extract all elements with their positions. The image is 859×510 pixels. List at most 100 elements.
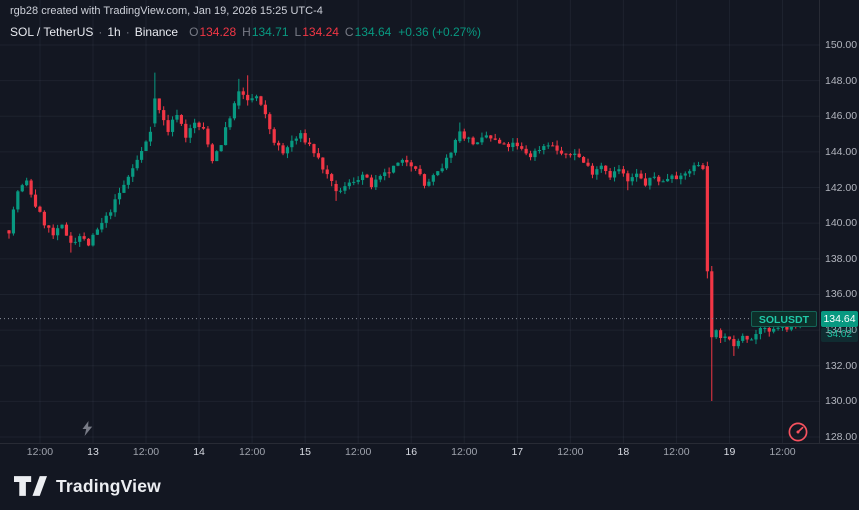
candle-body bbox=[551, 145, 555, 147]
candle bbox=[330, 172, 334, 187]
candle bbox=[285, 145, 290, 159]
candle bbox=[47, 224, 51, 233]
last-price-badge: 134.64 bbox=[821, 311, 858, 327]
candle bbox=[316, 148, 320, 160]
candle bbox=[396, 162, 400, 167]
time-scale[interactable]: 12:00 13 12:00 14 12:00 15 12:00 16 12:00 17 12:00… bbox=[0, 443, 859, 463]
exchange-label[interactable]: Binance bbox=[134, 25, 179, 39]
candle bbox=[635, 168, 639, 182]
candle bbox=[42, 210, 46, 229]
candle-body bbox=[749, 339, 754, 341]
candle-body bbox=[29, 180, 33, 195]
candle-body bbox=[365, 174, 369, 178]
candle-body bbox=[69, 235, 73, 243]
candle bbox=[374, 174, 378, 190]
time-tick-label: 12:00 bbox=[557, 446, 584, 458]
candle-body bbox=[347, 182, 351, 187]
candle bbox=[559, 146, 564, 156]
candle bbox=[325, 165, 329, 179]
candle bbox=[157, 98, 161, 114]
candle-body bbox=[418, 168, 422, 175]
price-tick-label: 138.00 bbox=[825, 252, 858, 265]
candle bbox=[51, 224, 55, 239]
candle bbox=[493, 133, 497, 141]
candle-body bbox=[290, 140, 294, 148]
candle bbox=[727, 336, 732, 341]
candle-body bbox=[250, 98, 254, 101]
candle bbox=[259, 95, 263, 107]
candle-body bbox=[612, 171, 617, 178]
candle bbox=[542, 143, 546, 155]
candle-body bbox=[95, 229, 99, 235]
candle bbox=[670, 174, 674, 183]
candle bbox=[95, 227, 99, 236]
candle bbox=[604, 165, 608, 175]
candle-body bbox=[436, 171, 440, 176]
candle bbox=[586, 158, 590, 167]
bar-countdown: 34:02 bbox=[821, 328, 858, 342]
candle-body bbox=[153, 98, 157, 124]
candle-body bbox=[325, 169, 329, 175]
candle bbox=[184, 119, 188, 143]
candle-body bbox=[188, 128, 192, 138]
candle bbox=[91, 233, 95, 247]
candle-body bbox=[361, 174, 365, 181]
candle bbox=[440, 163, 444, 173]
candle-body bbox=[312, 144, 316, 154]
ohlc-key: H bbox=[242, 25, 251, 39]
candle-body bbox=[246, 94, 250, 101]
candle-body bbox=[458, 131, 462, 142]
candle-body bbox=[502, 143, 506, 145]
interval-label[interactable]: 1h bbox=[107, 25, 121, 39]
candle bbox=[250, 93, 254, 103]
candle-body bbox=[568, 154, 572, 156]
attribution-text: rgb28 created with TradingView.com, Jan … bbox=[10, 5, 323, 17]
candle bbox=[153, 72, 157, 127]
time-tick-label: 12:00 bbox=[345, 446, 372, 458]
candle bbox=[246, 75, 250, 106]
candle bbox=[564, 153, 568, 159]
price-scale[interactable]: 150.00 148.00 146.00 144.00 142.00 140.00 138.… bbox=[820, 0, 859, 443]
candle bbox=[520, 142, 524, 151]
candle bbox=[537, 146, 541, 154]
candle-body bbox=[11, 209, 16, 234]
candle bbox=[391, 165, 396, 174]
candle-body bbox=[723, 336, 727, 339]
time-tick-label: 13 bbox=[87, 446, 99, 458]
candle bbox=[148, 126, 153, 146]
candle-body bbox=[577, 153, 581, 158]
candle bbox=[754, 329, 758, 345]
candle-body bbox=[537, 150, 541, 152]
candle-body bbox=[82, 236, 86, 239]
candle-body bbox=[564, 153, 568, 155]
candle-body bbox=[16, 191, 20, 210]
candle bbox=[241, 87, 245, 100]
candle bbox=[69, 232, 73, 253]
candle-body bbox=[732, 339, 736, 347]
candle bbox=[643, 173, 648, 187]
candle bbox=[780, 326, 785, 331]
price-tick-label: 140.00 bbox=[825, 217, 858, 230]
realtime-gauge-icon[interactable] bbox=[786, 420, 810, 449]
candle bbox=[590, 163, 595, 179]
candle-body bbox=[338, 190, 343, 192]
candle-body bbox=[299, 133, 303, 139]
candle-body bbox=[414, 166, 418, 169]
candle bbox=[237, 78, 241, 110]
candle bbox=[100, 217, 104, 233]
candle-body bbox=[643, 178, 648, 186]
candle-body bbox=[396, 162, 400, 166]
candle-body bbox=[356, 180, 360, 182]
candle bbox=[745, 335, 749, 343]
time-tick-label: 14 bbox=[193, 446, 205, 458]
time-tick-label: 12:00 bbox=[26, 446, 54, 458]
tradingview-logo[interactable]: TradingView bbox=[14, 475, 161, 497]
price-tick-label: 146.00 bbox=[825, 110, 858, 123]
ohlc-key: L bbox=[294, 25, 302, 39]
candle-body bbox=[604, 165, 608, 172]
symbol-name[interactable]: SOL / TetherUS bbox=[10, 25, 94, 39]
candle bbox=[692, 162, 696, 176]
candle-body bbox=[780, 326, 785, 328]
